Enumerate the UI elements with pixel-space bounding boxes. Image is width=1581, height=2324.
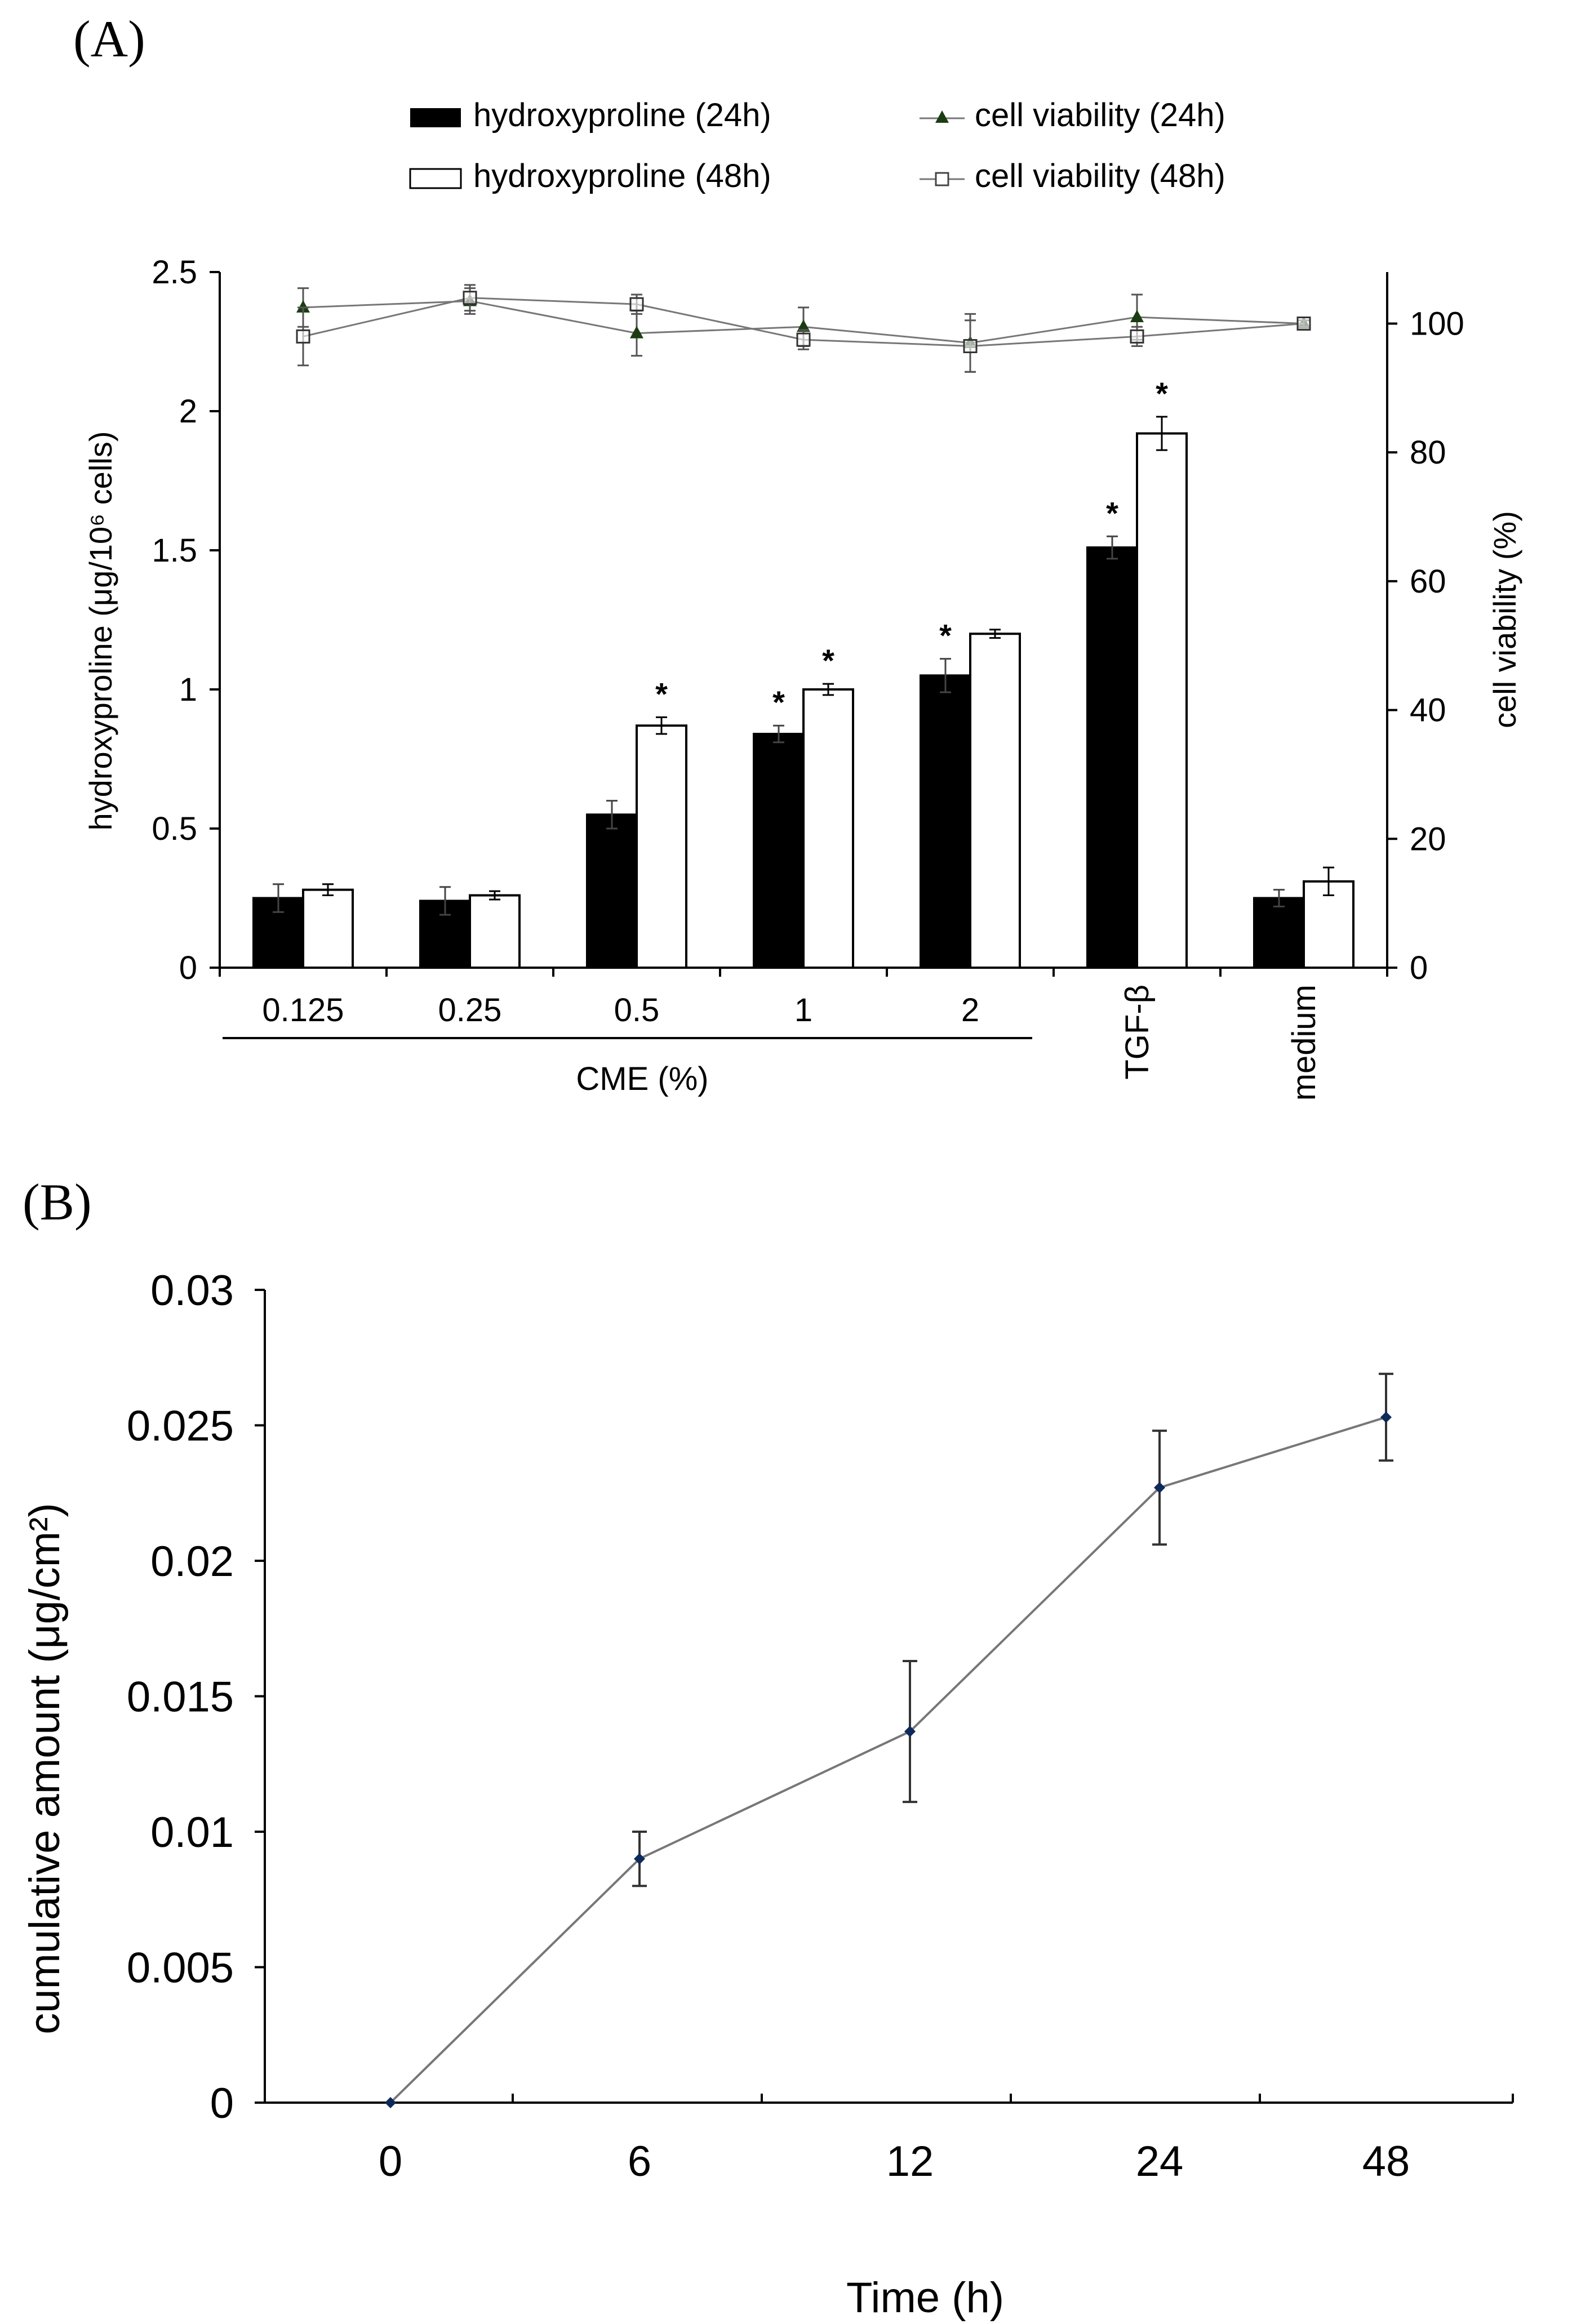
viability-marker-48h [629,297,644,311]
legend-label-hyp48: hydroxyproline (48h) [473,158,771,194]
panel-b-y-tick-label: 0.025 [127,1403,234,1450]
panel-b-y-tick-label: 0.02 [150,1538,234,1586]
y-tick-label-right: 0 [1410,950,1428,986]
cumulative-marker [385,2097,396,2108]
y-tick-label-right: 40 [1410,692,1446,729]
bar-hyp48 [969,633,1021,969]
panel-a-bars [252,416,1354,969]
panel-b-chart: (B) 0 0.005 0.01 0.015 0.02 0.025 0.03 0 6 12 24 48… [21,1173,1514,2322]
bar-hyp24 [920,674,971,969]
bar-hyp24 [1086,546,1138,969]
cumulative-marker [1380,1412,1392,1423]
legend-label-hyp24: hydroxyproline (24h) [473,97,771,133]
panel-a-legend: hydroxyproline (24h) hydroxyproline (48h… [409,97,1225,194]
panel-a-chart: (A) hydroxyproline (24h) hydroxyproline … [73,10,1522,1101]
panel-a-label: (A) [73,10,145,68]
bar-hyp48 [469,894,521,969]
cumulative-marker [634,1853,645,1865]
y-tick-label-right: 100 [1410,305,1464,342]
panel-b-axes: 0 0.005 0.01 0.015 0.02 0.025 0.03 0 6 12 24 48 [127,1267,1514,2185]
panel-b-y-tick-label: 0.03 [150,1267,234,1315]
cumulative-marker [1154,1482,1165,1494]
significance-star: * [655,676,668,711]
panel-b-x-tick-label: 6 [628,2138,651,2185]
significance-star: * [822,643,834,678]
y-tick-label-right: 60 [1410,563,1446,600]
bar-hyp24 [586,813,638,969]
panel-b-y-tick-label: 0.005 [127,1944,234,1992]
x-tick-label: 0.5 [614,992,660,1029]
viability-marker-24h [630,326,643,339]
bar-hyp48 [802,688,854,969]
viability-marker-48h [463,291,477,305]
x-tick-label: medium [1286,985,1322,1101]
panel-b-x-tick-label: 12 [886,2138,934,2185]
y-tick-label-left: 1.5 [152,532,197,569]
panel-a-y-axis-label: hydroxyproline (μg/10⁶ cells) [83,431,118,831]
legend-swatch-hyp24 [410,108,461,127]
bar-hyp24 [753,733,805,969]
significance-star: * [1106,495,1118,531]
viability-marker-24h [296,300,310,313]
viability-marker-48h [1130,329,1144,344]
cme-group-label: CME (%) [576,1061,708,1097]
panel-a-axes: 0 0.5 1 1.5 2 2.5 0 20 40 60 80 100 0.125 0.25 0.5 1 2 TG… [152,254,1464,1101]
panel-b-series [385,1373,1393,2108]
significance-star: * [772,684,785,720]
y-tick-label-right: 20 [1410,821,1446,857]
panel-b-y-tick-label: 0.015 [127,1673,234,1721]
panel-b-label: (B) [23,1173,92,1231]
cumulative-marker [904,1726,916,1738]
x-tick-label: 1 [794,992,812,1029]
panel-b-x-tick-label: 0 [379,2138,402,2185]
cumulative-line [389,1416,1387,2104]
viability-marker-48h [1296,316,1311,331]
bar-hyp48 [302,888,354,969]
panel-a-viability-lines [296,284,1311,373]
viability-marker-48h [296,329,310,344]
viability-marker-48h [963,339,978,354]
panel-b-x-axis-label: Time (h) [846,2274,1004,2322]
panel-b-x-tick-label: 48 [1362,2138,1410,2185]
viability-marker-24h [797,319,810,332]
legend-marker-via48 [935,172,949,186]
legend-label-via24: cell viability (24h) [975,97,1225,133]
bar-hyp24 [1253,897,1305,969]
panel-b-y-axis-label: cumulative amount (μg/cm²) [21,1503,69,2034]
panel-b-x-tick-label: 24 [1136,2138,1184,2185]
panel-a-significance: * * * * * * [655,376,1168,720]
panel-b-y-tick-label: 0.01 [150,1809,234,1856]
legend-swatch-hyp48 [409,168,462,189]
panel-b-y-tick-label: 0 [210,2080,234,2127]
y-tick-label-left: 2.5 [152,254,197,291]
y-tick-label-right: 80 [1410,434,1446,471]
bar-hyp48 [1136,432,1188,969]
viability-marker-24h [1130,310,1144,323]
x-tick-label: TGF-β [1119,985,1156,1080]
x-tick-label: 2 [961,992,979,1029]
bar-hyp48 [636,724,687,969]
significance-star: * [939,618,952,653]
legend-label-via48: cell viability (48h) [975,158,1225,194]
significance-star: * [1156,376,1168,411]
panel-a-y2-axis-label: cell viability (%) [1487,511,1522,728]
legend-marker-via24 [935,110,949,123]
y-tick-label-left: 2 [179,393,197,430]
viability-marker-48h [796,332,811,347]
x-tick-label: 0.125 [262,992,344,1029]
y-tick-label-left: 0.5 [152,811,197,847]
x-tick-label: 0.25 [438,992,502,1029]
y-tick-label-left: 0 [179,950,197,986]
y-tick-label-left: 1 [179,671,197,708]
